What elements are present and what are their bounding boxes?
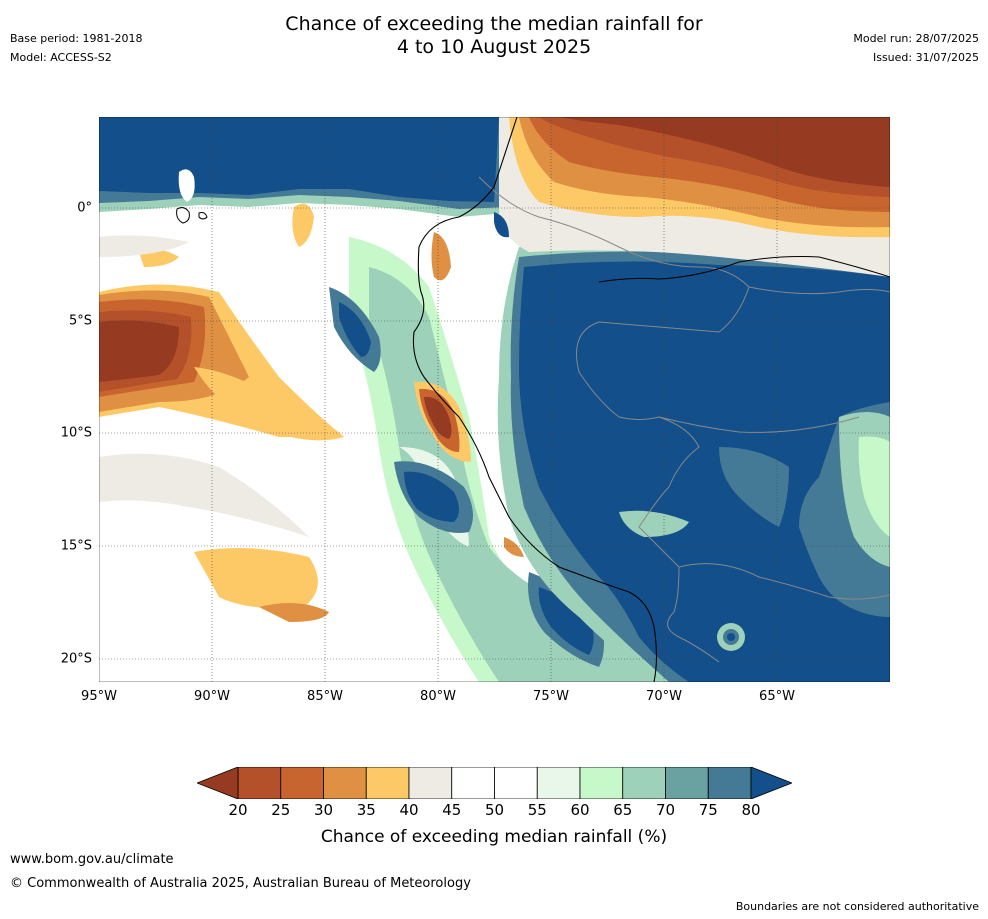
meta-right: Model run: 28/07/2025 Issued: 31/07/2025 bbox=[853, 32, 979, 70]
footer-url[interactable]: www.bom.gov.au/climate bbox=[10, 852, 174, 867]
colorbar-cell bbox=[365, 767, 410, 799]
colorbar-cell bbox=[536, 767, 581, 799]
colorbar-cell bbox=[707, 767, 752, 799]
colorbar-tick-label: 40 bbox=[399, 801, 419, 819]
colorbar-cell bbox=[237, 767, 282, 799]
footer-copyright: © Commonwealth of Australia 2025, Austra… bbox=[10, 876, 471, 891]
colorbar-cell bbox=[280, 767, 324, 799]
lon-label-85w: 85°W bbox=[307, 689, 343, 704]
title-line-1: Chance of exceeding the median rainfall … bbox=[285, 13, 703, 35]
model-text: Model: ACCESS-S2 bbox=[10, 51, 112, 64]
colorbar-tick-label: 70 bbox=[655, 801, 676, 819]
colorbar-tick-label: 35 bbox=[356, 801, 376, 819]
colorbar-cell bbox=[451, 767, 495, 799]
lon-label-90w: 90°W bbox=[194, 689, 230, 704]
south-pacific-dry-patch bbox=[194, 548, 318, 609]
lon-label-65w: 65°W bbox=[759, 689, 795, 704]
colorbar-tick-label: 65 bbox=[613, 801, 633, 819]
base-period-text: Base period: 1981-2018 bbox=[10, 32, 143, 45]
colorbar-label: Chance of exceeding median rainfall (%) bbox=[320, 827, 668, 847]
colorbar-cell bbox=[494, 767, 538, 799]
lon-label-70w: 70°W bbox=[646, 689, 682, 704]
model-run-text: Model run: 28/07/2025 bbox=[853, 32, 979, 45]
lon-label-95w: 95°W bbox=[81, 689, 117, 704]
graticule bbox=[99, 117, 890, 682]
title-line-2: 4 to 10 August 2025 bbox=[396, 36, 592, 58]
lat-label-5s: 5°S bbox=[68, 313, 92, 329]
meta-left: Base period: 1981-2018 Model: ACCESS-S2 bbox=[10, 32, 142, 70]
lon-label-80w: 80°W bbox=[420, 689, 456, 704]
colorbar-low-extend bbox=[197, 767, 239, 799]
footer-disclaimer: Boundaries are not considered authoritat… bbox=[735, 900, 979, 913]
coastline bbox=[412, 117, 658, 682]
rainfall-map bbox=[99, 117, 890, 682]
colorbar-tick-label: 55 bbox=[527, 801, 547, 819]
colorbar bbox=[197, 767, 792, 799]
lat-label-15s: 15°S bbox=[60, 538, 92, 554]
colorbar-cell bbox=[408, 767, 453, 799]
colorbar-tick-label: 20 bbox=[228, 801, 248, 819]
colorbar-cell bbox=[665, 767, 709, 799]
colorbar-tick-label: 30 bbox=[313, 801, 334, 819]
colorbar-tick-label: 80 bbox=[741, 801, 761, 819]
galapagos-dry-spot bbox=[178, 169, 195, 202]
colorbar-tick-label: 75 bbox=[698, 801, 718, 819]
issued-text: Issued: 31/07/2025 bbox=[872, 51, 979, 64]
lon-label-75w: 75°W bbox=[533, 689, 569, 704]
colorbar-tick-label: 60 bbox=[570, 801, 590, 819]
map-title: Chance of exceeding the median rainfall … bbox=[0, 13, 988, 59]
colorbar-cell bbox=[323, 767, 367, 799]
colorbar-tick-label: 50 bbox=[484, 801, 505, 819]
colorbar-tick-label: 45 bbox=[442, 801, 462, 819]
colorbar-cell bbox=[579, 767, 624, 799]
amazon-river bbox=[598, 256, 890, 283]
lat-label-0: 0° bbox=[77, 200, 92, 216]
country-borders bbox=[478, 176, 890, 663]
galapagos-islands bbox=[176, 207, 208, 224]
lat-label-10s: 10°S bbox=[60, 425, 92, 441]
colorbar-tick-label: 25 bbox=[271, 801, 291, 819]
colorbar-cell bbox=[622, 767, 666, 799]
colorbar-high-extend bbox=[750, 767, 792, 799]
lat-label-20s: 20°S bbox=[60, 651, 92, 667]
